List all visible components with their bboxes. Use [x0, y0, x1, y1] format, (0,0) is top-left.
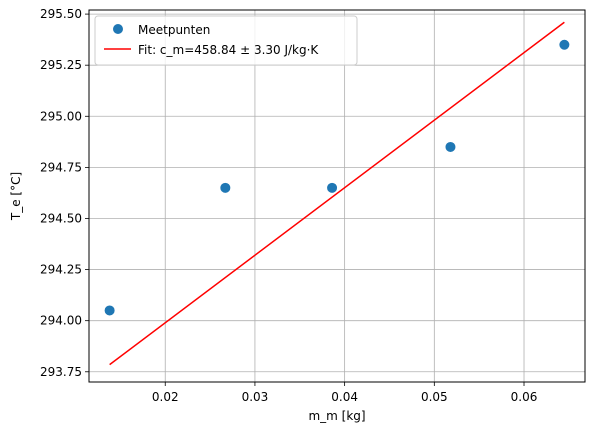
legend: Meetpunten Fit: c_m=458.84 ± 3.30 J/kg·K [94, 15, 358, 66]
y-tick-label: 294.75 [40, 160, 82, 174]
plot-frame [88, 9, 586, 383]
y-tick-label: 294.00 [40, 314, 82, 328]
y-tick-label: 295.00 [40, 109, 82, 123]
legend-label-meetpunten: Meetpunten [138, 23, 210, 37]
y-axis-ticks: 293.75 294.00 294.25 294.50 294.75 295.00 295.… [40, 7, 89, 379]
x-axis-ticks: 0.02 0.03 0.04 0.05 0.06 [152, 382, 537, 404]
legend-box [94, 15, 358, 66]
x-tick-label: 0.02 [152, 390, 179, 404]
x-tick-label: 0.03 [242, 390, 269, 404]
legend-marker-meetpunten [113, 24, 123, 34]
y-axis-label: T_e [°C] [9, 172, 23, 221]
data-point [220, 182, 231, 193]
y-tick-label: 293.75 [40, 365, 82, 379]
y-tick-label: 295.50 [40, 7, 82, 21]
data-point [104, 305, 115, 316]
x-axis-label: m_m [kg] [308, 409, 365, 423]
data-point [445, 141, 456, 152]
scatter-points-layer [104, 39, 570, 316]
y-tick-label: 294.25 [40, 263, 82, 277]
data-point [559, 39, 570, 50]
fit-line [109, 21, 565, 366]
plot-background [89, 10, 585, 382]
x-tick-label: 0.06 [511, 390, 538, 404]
legend-label-fit: Fit: c_m=458.84 ± 3.30 J/kg·K [138, 43, 319, 57]
fit-line-layer [109, 21, 565, 366]
data-point [327, 182, 338, 193]
x-tick-label: 0.04 [331, 390, 358, 404]
y-tick-label: 294.50 [40, 211, 82, 225]
y-tick-label: 295.25 [40, 58, 82, 72]
x-tick-label: 0.05 [421, 390, 448, 404]
